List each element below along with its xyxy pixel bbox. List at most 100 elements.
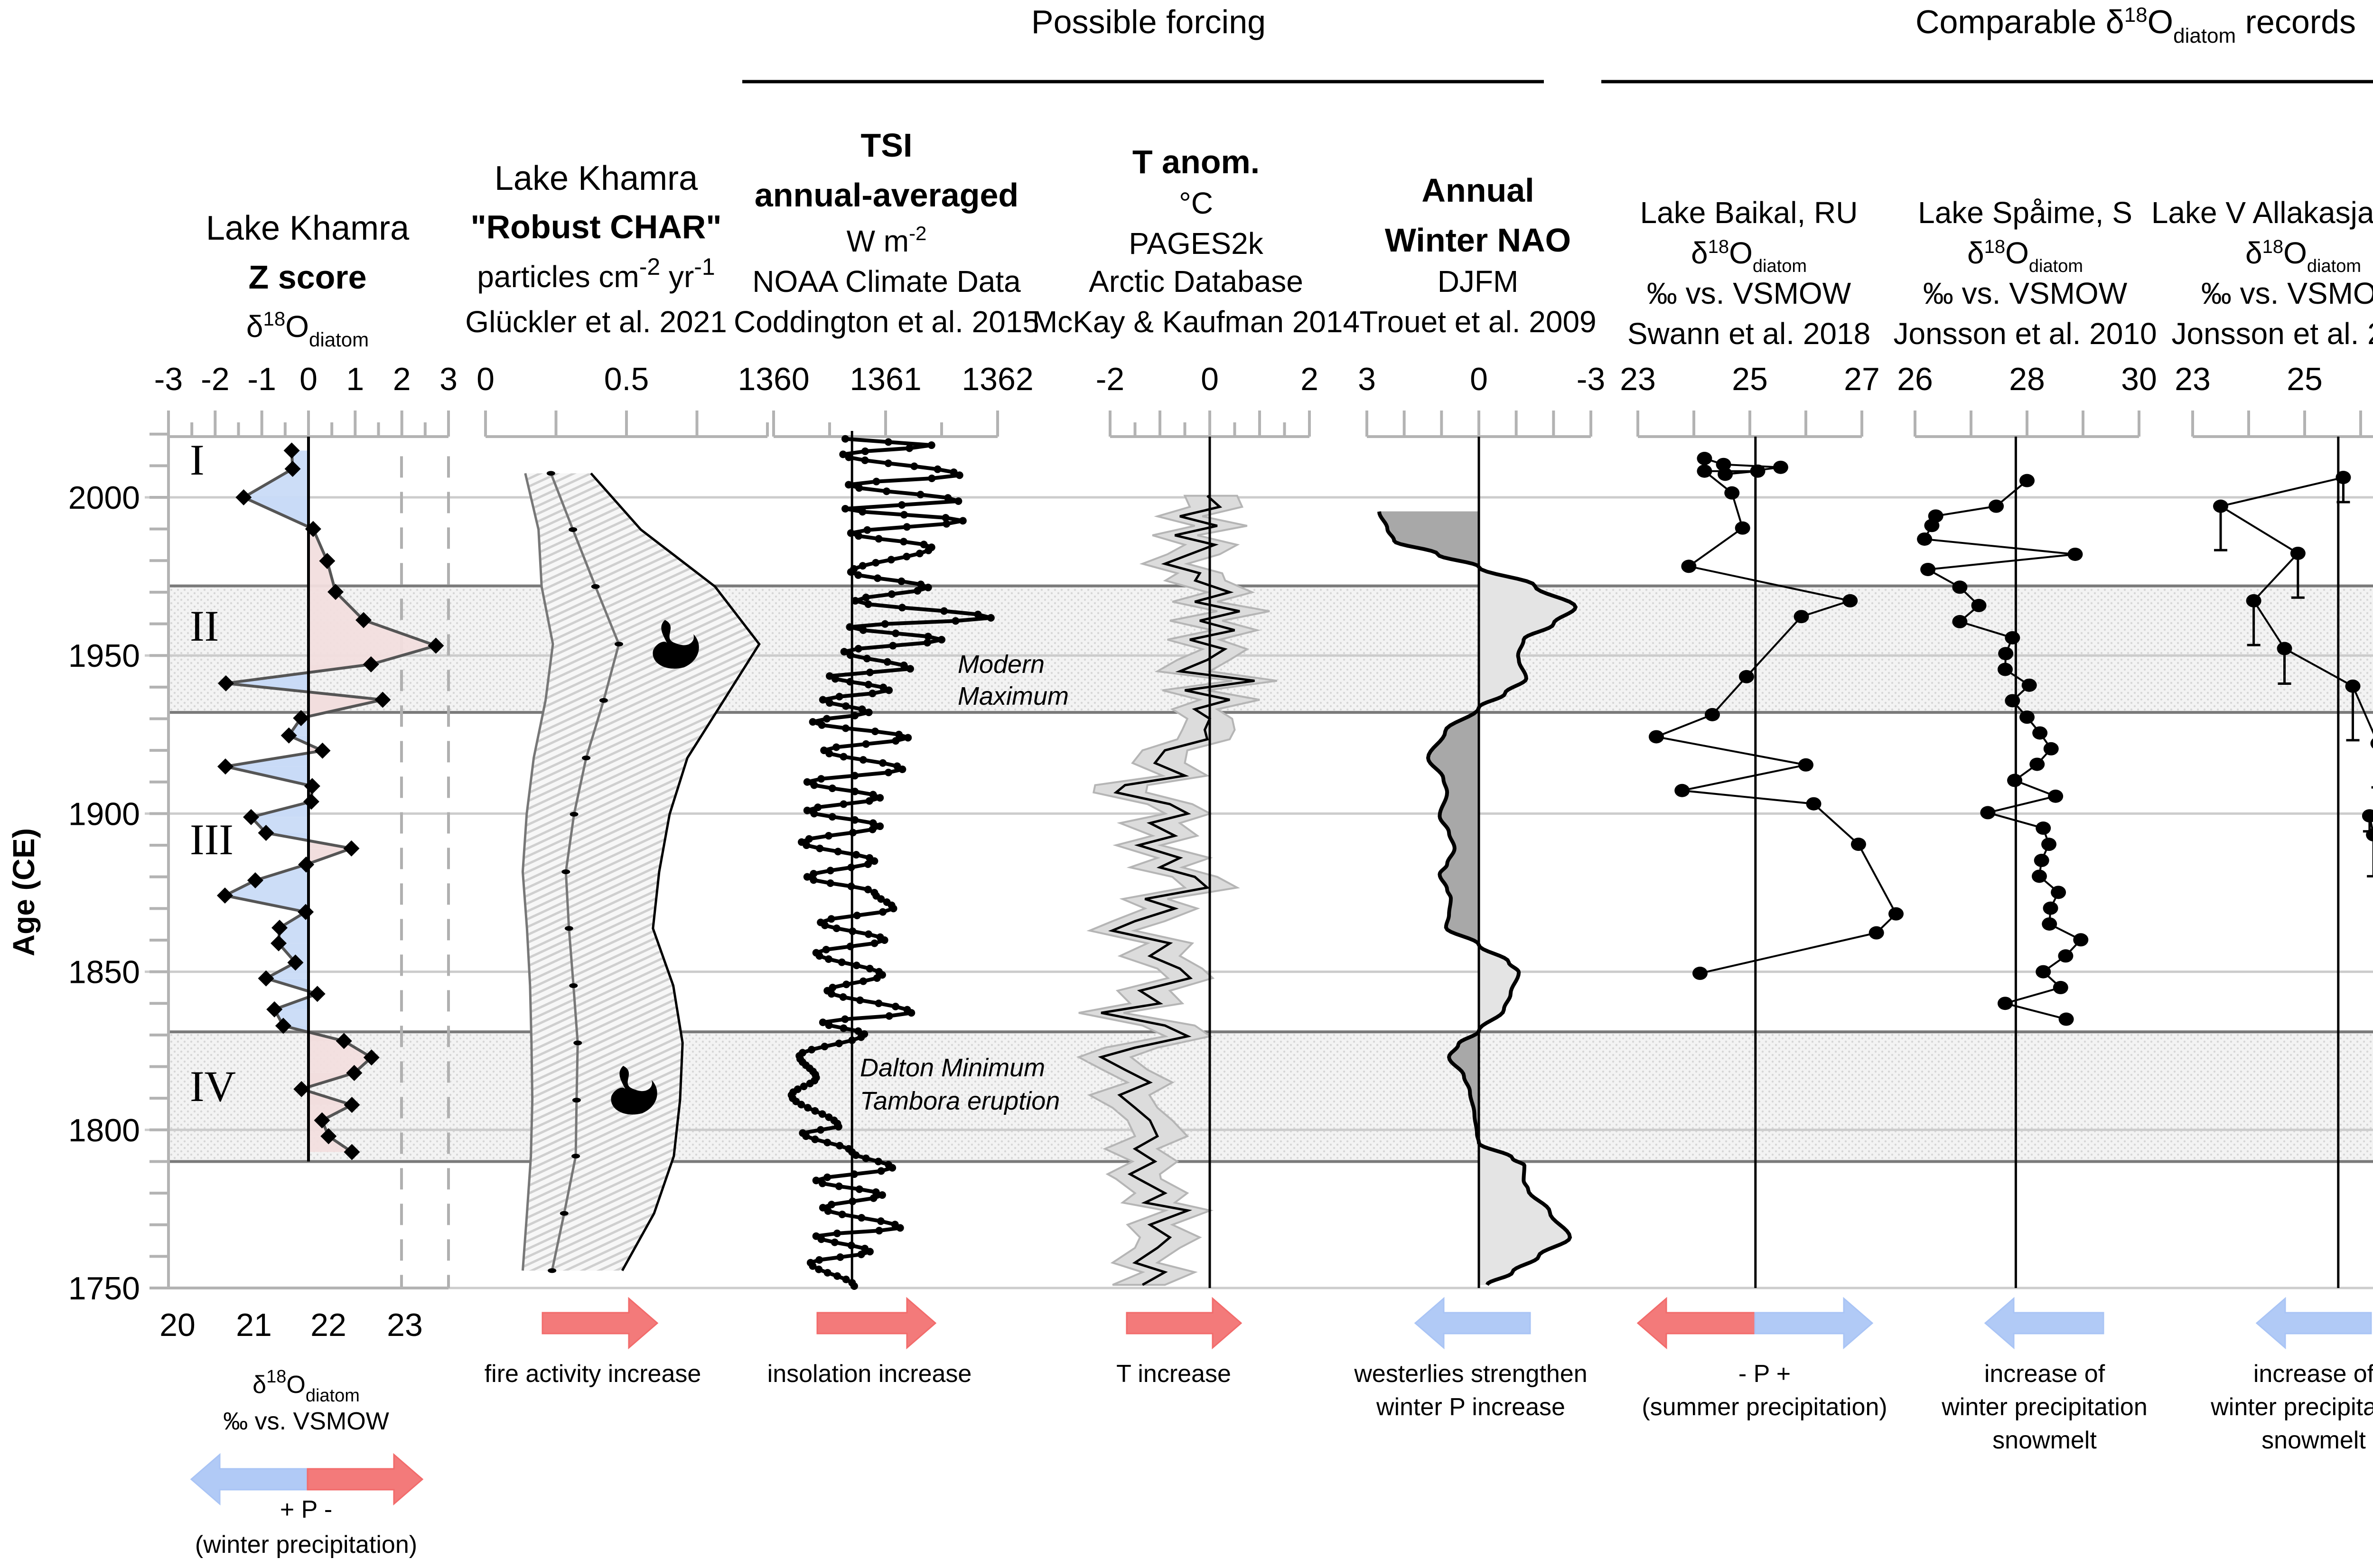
tsi-point — [804, 1104, 812, 1112]
fire-icon-shape — [653, 620, 699, 669]
tsi-point — [859, 626, 867, 634]
tsi-series — [787, 435, 995, 1290]
nao-fill-segment — [1432, 765, 1479, 769]
tsi-point — [840, 1024, 848, 1032]
tsi-point — [887, 556, 895, 564]
nao-bottom-label-2: winter P increase — [1376, 1393, 1565, 1421]
nao-fill-segment — [1478, 596, 1563, 599]
tsi-point — [821, 921, 829, 929]
tsi-point — [869, 819, 877, 827]
tsi-point — [940, 607, 948, 615]
baikal-point — [1773, 460, 1788, 474]
nao-fill-segment — [1439, 818, 1479, 821]
nao-fill-segment — [1478, 643, 1523, 646]
khamra-bottom-note: (winter precipitation) — [195, 1531, 417, 1559]
tanom-units: °C — [1179, 186, 1213, 220]
nao-fill-segment — [1435, 768, 1479, 772]
tsi-point — [803, 841, 811, 849]
tsi-point — [842, 702, 850, 710]
annotation-modern: Modern — [958, 650, 1045, 679]
tanom-source: PAGES2k — [1129, 226, 1263, 261]
allak-point — [2366, 828, 2373, 842]
nao-fill-segment — [1478, 972, 1519, 976]
khamra-bottom-tick-label: 23 — [387, 1307, 423, 1343]
khamra-fill-segment — [279, 927, 308, 943]
nao-fill-segment — [1387, 526, 1479, 530]
arrow-right-icon — [1126, 1297, 1243, 1350]
tsi-point — [864, 860, 872, 868]
spaime-point — [1920, 562, 1936, 576]
baikal-header: Lake Baikal, RU δ18Odiatom‰ vs. VSMOW Swan… — [1627, 196, 1870, 351]
tsi-point — [828, 1201, 836, 1209]
y-axis: Age (CE) 2000 1950 1900 1850 1800 1750 — [7, 432, 170, 1307]
nao-fill-segment — [1443, 782, 1479, 784]
tsi-point — [883, 658, 891, 666]
nao-fill-segment — [1478, 991, 1512, 994]
khamra-point — [346, 1064, 363, 1081]
nao-fill-segment — [1446, 887, 1479, 890]
nao-fill-segment — [1444, 824, 1479, 827]
nao-fill-segment — [1478, 960, 1509, 963]
nao-fill-segment — [1449, 836, 1479, 839]
tsi-point — [865, 930, 873, 938]
spaime-point — [2019, 474, 2035, 487]
nao-fill-segment — [1447, 862, 1479, 865]
baikal-line — [1653, 457, 1897, 974]
tsi-point — [872, 559, 880, 567]
nao-fill-segment — [1436, 741, 1479, 745]
tsi-point — [942, 513, 950, 522]
tsi-point — [823, 715, 831, 723]
tsi-point — [924, 583, 932, 591]
panel-header-char: Lake Khamra "Robust CHAR" particles cm-2… — [465, 159, 727, 339]
spaime-units: ‰ vs. VSMOW — [1923, 276, 2128, 310]
tsi-subtitle: annual-averaged — [755, 177, 1018, 214]
nao-reference: Trouet et al. 2009 — [1359, 305, 1596, 339]
panel-header-khamra: Lake Khamra Z score δ18Odiatom — [206, 209, 410, 351]
tsi-title: TSI — [861, 127, 913, 164]
nao-fill-segment — [1478, 1178, 1524, 1181]
nao-fill-segment — [1478, 1197, 1540, 1201]
char-point — [564, 926, 573, 931]
nao-fill-segment — [1447, 860, 1479, 863]
spaime-point — [2073, 933, 2089, 947]
khamra-point — [363, 1049, 380, 1066]
nao-fill-segment — [1444, 731, 1479, 735]
nao-fill-segment — [1478, 691, 1506, 694]
tsi-point — [955, 471, 963, 479]
nao-fill-segment — [1446, 885, 1479, 888]
nao-fill-segment — [1395, 542, 1479, 544]
nao-x-tick-label: 3 — [1358, 361, 1376, 397]
tsi-point — [884, 459, 892, 467]
tsi-point — [928, 475, 936, 483]
nao-fill-segment — [1441, 804, 1479, 808]
tsi-point — [834, 1123, 842, 1131]
char-robust-label: "Robust CHAR" — [470, 208, 721, 245]
spaime-delta-label: δ18Odiatom — [1967, 236, 2083, 276]
tsi-point — [800, 1083, 808, 1091]
tsi-point — [809, 1262, 817, 1270]
tsi-point — [916, 550, 924, 558]
nao-fill-segment — [1478, 1005, 1505, 1008]
nao-fill-segment — [1449, 908, 1479, 911]
background-layer — [145, 496, 2373, 1289]
tsi-point — [952, 617, 960, 625]
nao-fill-segment — [1445, 787, 1479, 790]
nao-fill-segment — [1478, 639, 1524, 642]
baikal-point — [1681, 560, 1697, 573]
tsi-point — [814, 803, 822, 812]
nao-fill-segment — [1384, 522, 1479, 525]
tsi-point — [823, 1173, 831, 1181]
spaime-point — [2053, 980, 2068, 994]
nao-fill-segment — [1443, 780, 1479, 783]
nao-fill-segment — [1478, 671, 1526, 674]
nao-fill-segment — [1478, 1234, 1570, 1238]
arrow-right-icon — [1754, 1297, 1874, 1350]
baikal-x-tick-label: 27 — [1844, 361, 1880, 397]
nao-fill-segment — [1478, 637, 1525, 640]
nao-fill-segment — [1428, 754, 1479, 758]
nao-fill-segment — [1443, 778, 1479, 781]
baikal-point — [1692, 966, 1708, 980]
khamra-bottom-units: ‰ vs. VSMOW — [223, 1408, 389, 1435]
spaime-point — [2036, 965, 2051, 979]
